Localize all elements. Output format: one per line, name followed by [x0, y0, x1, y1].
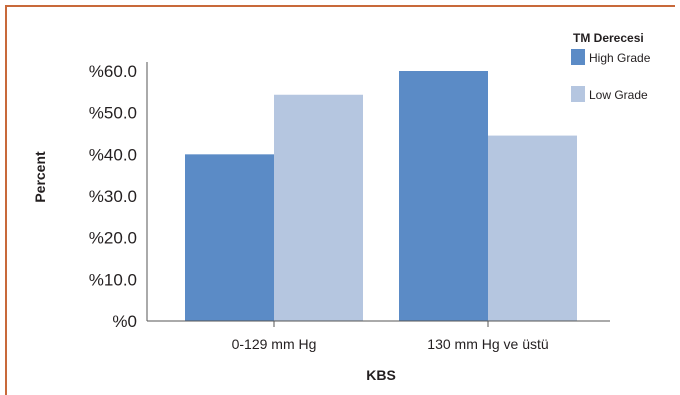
y-axis-label: Percent [32, 151, 48, 203]
bar-high-grade-1 [185, 154, 274, 321]
legend-swatch-high-grade [571, 49, 585, 65]
x-ticks-group: 0-129 mm Hg 130 mm Hg ve üstü [232, 321, 549, 352]
bar-high-grade-2 [399, 71, 488, 321]
y-tick-label: %30.0 [89, 187, 137, 206]
y-tick-label: %20.0 [89, 229, 137, 248]
y-ticks-group: %0 %10.0 %20.0 %30.0 %40.0 %50.0 %60.0 [89, 62, 137, 331]
x-axis-label: KBS [366, 367, 396, 383]
legend-title: TM Derecesi [573, 31, 644, 45]
frame-border-top [5, 5, 675, 7]
y-tick-label: %60.0 [89, 62, 137, 81]
y-tick-label: %0 [112, 312, 137, 331]
legend-label-low-grade: Low Grade [589, 88, 648, 102]
frame-border-left [5, 5, 7, 395]
x-tick-label: 130 mm Hg ve üstü [427, 336, 548, 352]
legend-swatch-low-grade [571, 86, 585, 102]
bar-low-grade-2 [488, 135, 577, 321]
y-tick-label: %40.0 [89, 145, 137, 164]
y-tick-label: %10.0 [89, 270, 137, 289]
x-tick-label: 0-129 mm Hg [232, 336, 317, 352]
y-tick-label: %50.0 [89, 104, 137, 123]
legend-label-high-grade: High Grade [589, 51, 651, 65]
bars-group [185, 71, 577, 321]
bar-low-grade-1 [274, 94, 363, 321]
legend: TM Derecesi High Grade Low Grade [571, 31, 651, 102]
